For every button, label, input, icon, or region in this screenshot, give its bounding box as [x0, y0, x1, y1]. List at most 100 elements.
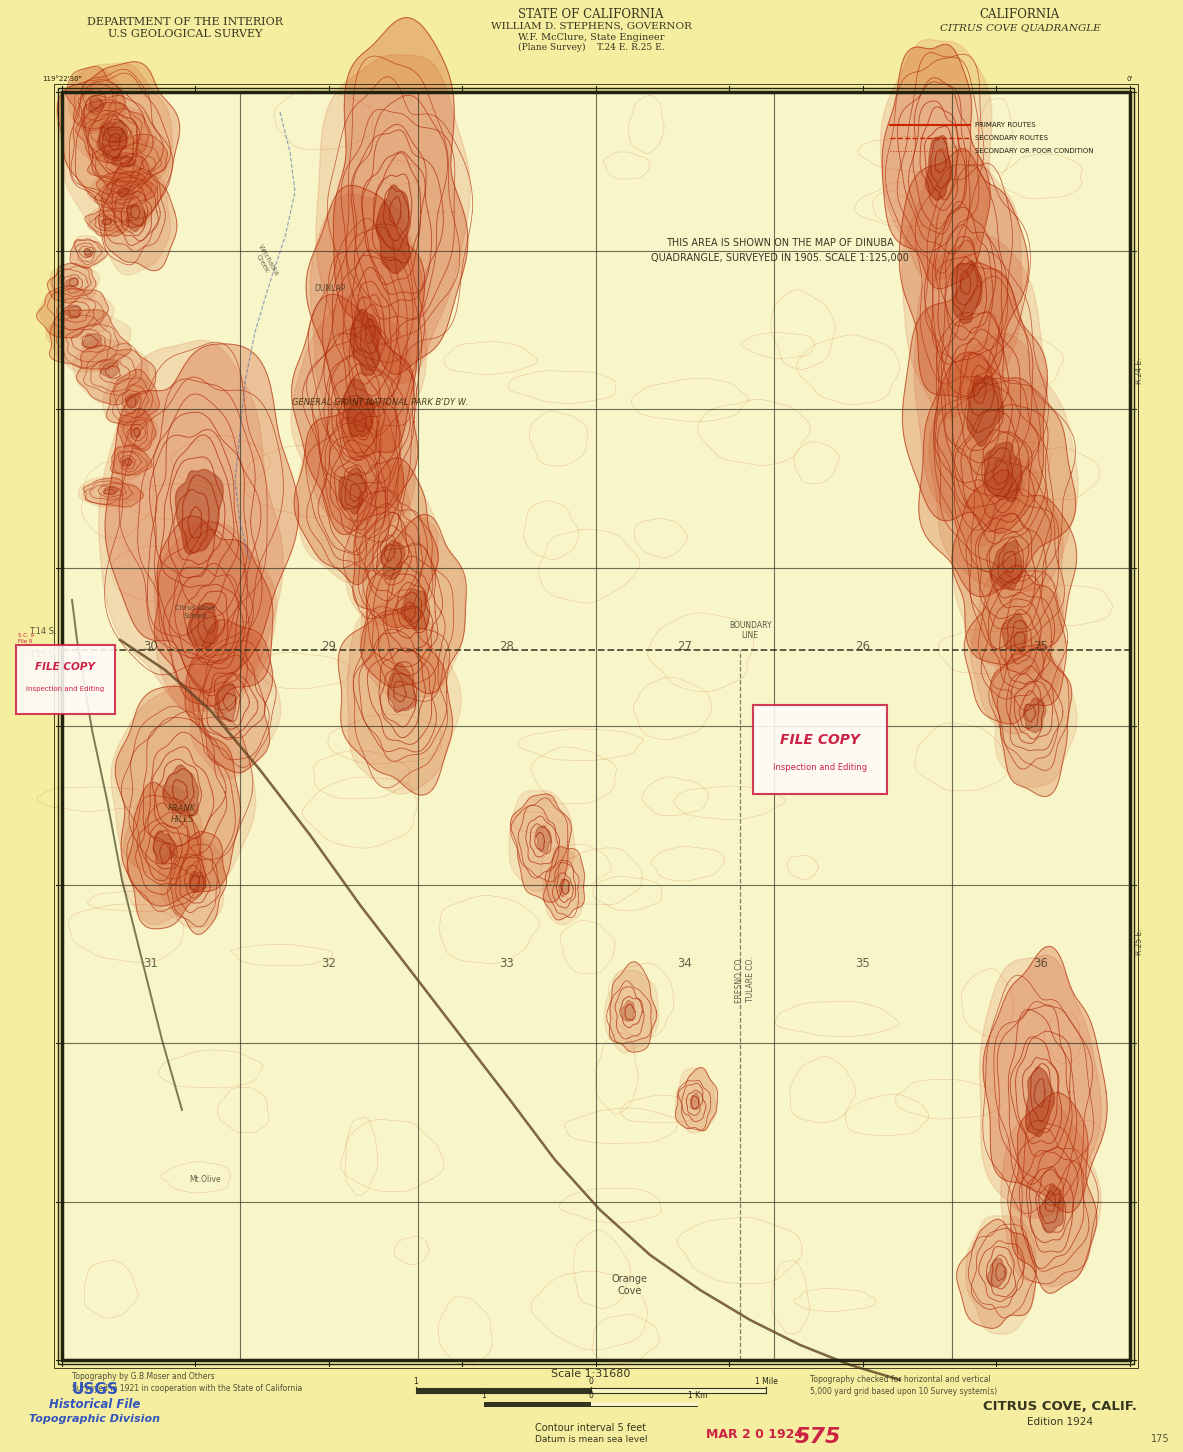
Polygon shape: [883, 44, 990, 289]
Polygon shape: [310, 195, 427, 469]
Bar: [58, 89, 1134, 1363]
Text: R.24 E.: R.24 E.: [1134, 357, 1144, 385]
Polygon shape: [104, 129, 125, 142]
Polygon shape: [919, 351, 1075, 597]
Polygon shape: [37, 286, 109, 338]
Polygon shape: [99, 154, 170, 274]
Polygon shape: [338, 468, 367, 514]
Text: Orange
Cove: Orange Cove: [612, 1275, 648, 1295]
Text: WILLIAM D. STEPHENS, GOVERNOR: WILLIAM D. STEPHENS, GOVERNOR: [491, 22, 691, 30]
Polygon shape: [82, 334, 102, 348]
FancyBboxPatch shape: [754, 706, 887, 794]
Polygon shape: [101, 362, 118, 378]
Polygon shape: [57, 62, 172, 232]
Polygon shape: [185, 620, 272, 772]
Polygon shape: [154, 515, 273, 706]
Text: 175: 175: [1151, 1435, 1170, 1443]
Text: (Plane Survey)    T.24 E. R.25 E.: (Plane Survey) T.24 E. R.25 E.: [518, 42, 665, 52]
Polygon shape: [189, 871, 206, 893]
Polygon shape: [85, 209, 131, 237]
Polygon shape: [899, 150, 1028, 398]
FancyBboxPatch shape: [17, 645, 115, 714]
Polygon shape: [903, 263, 1047, 533]
Polygon shape: [334, 17, 468, 375]
Polygon shape: [88, 174, 155, 211]
Polygon shape: [967, 376, 1003, 446]
Text: 1: 1: [414, 1376, 419, 1387]
Polygon shape: [306, 186, 425, 460]
Polygon shape: [66, 67, 125, 129]
Polygon shape: [214, 684, 237, 722]
Polygon shape: [361, 514, 466, 694]
Bar: [54, 84, 1138, 1368]
Polygon shape: [621, 1000, 634, 1021]
Polygon shape: [110, 444, 151, 475]
Polygon shape: [125, 393, 140, 407]
Polygon shape: [85, 248, 92, 257]
Polygon shape: [991, 540, 1022, 590]
Polygon shape: [543, 847, 584, 921]
Text: CALIFORNIA: CALIFORNIA: [980, 7, 1060, 20]
Polygon shape: [542, 848, 583, 925]
Polygon shape: [50, 309, 131, 369]
Polygon shape: [675, 1067, 718, 1131]
Polygon shape: [509, 790, 575, 892]
Polygon shape: [102, 218, 112, 225]
Polygon shape: [952, 456, 1064, 674]
Polygon shape: [88, 134, 168, 184]
Polygon shape: [316, 55, 470, 383]
Text: SECONDARY ROUTES: SECONDARY ROUTES: [975, 135, 1048, 141]
Polygon shape: [291, 295, 418, 534]
Text: 575: 575: [795, 1427, 841, 1448]
Polygon shape: [291, 295, 418, 533]
Polygon shape: [511, 794, 571, 902]
Polygon shape: [991, 637, 1077, 787]
Text: Witchatka
Creek: Witchatka Creek: [251, 244, 279, 280]
Text: Inspection and Editing: Inspection and Editing: [772, 762, 867, 771]
Bar: [592, 1388, 767, 1392]
Text: 36: 36: [1034, 957, 1048, 970]
Bar: [62, 91, 1130, 1361]
Text: 0: 0: [589, 1391, 594, 1400]
Polygon shape: [70, 240, 108, 269]
Text: 25: 25: [1034, 640, 1048, 653]
Text: CITRUS COVE QUADRANGLE: CITRUS COVE QUADRANGLE: [939, 23, 1100, 32]
Polygon shape: [343, 379, 375, 437]
Polygon shape: [295, 402, 403, 585]
Polygon shape: [929, 334, 1078, 591]
Polygon shape: [189, 624, 280, 778]
Polygon shape: [77, 346, 156, 405]
Text: 1 Mile: 1 Mile: [755, 1376, 777, 1387]
Polygon shape: [926, 135, 951, 200]
Polygon shape: [347, 597, 461, 794]
Polygon shape: [988, 1259, 1007, 1286]
Polygon shape: [89, 99, 104, 112]
Bar: [592, 1401, 698, 1407]
Bar: [592, 1401, 698, 1406]
Polygon shape: [964, 565, 1067, 725]
Polygon shape: [980, 955, 1101, 1218]
Polygon shape: [64, 305, 80, 318]
Polygon shape: [991, 645, 1072, 797]
Polygon shape: [361, 518, 465, 697]
Text: W.F. McClure, State Engineer: W.F. McClure, State Engineer: [518, 32, 664, 42]
Polygon shape: [127, 783, 206, 929]
Polygon shape: [102, 155, 177, 270]
Polygon shape: [350, 309, 380, 376]
Polygon shape: [121, 409, 157, 452]
Text: 33: 33: [499, 957, 515, 970]
Polygon shape: [957, 1220, 1036, 1329]
Text: Mt.Olive: Mt.Olive: [189, 1176, 221, 1185]
Polygon shape: [118, 408, 156, 450]
Polygon shape: [105, 344, 298, 693]
Text: 27: 27: [678, 640, 692, 653]
Polygon shape: [401, 590, 428, 630]
Polygon shape: [983, 947, 1107, 1212]
Polygon shape: [47, 263, 96, 303]
Polygon shape: [338, 605, 452, 796]
Polygon shape: [880, 39, 993, 280]
Polygon shape: [111, 681, 256, 889]
Polygon shape: [123, 457, 131, 466]
Polygon shape: [39, 287, 114, 338]
Text: FRANK
HILLS: FRANK HILLS: [168, 804, 196, 823]
